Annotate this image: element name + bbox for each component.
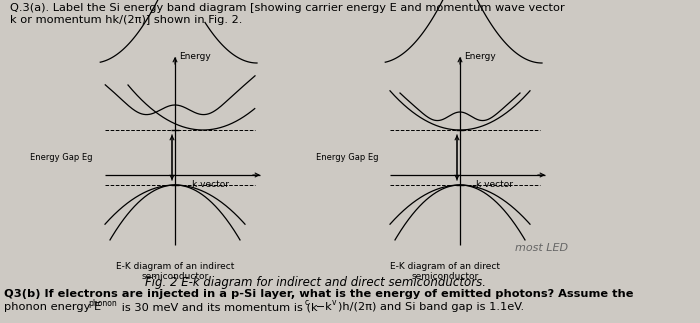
Text: most LED: most LED [515, 243, 568, 253]
Text: −k: −k [312, 302, 332, 312]
Text: )h/(2π) and Si band gap is 1.1eV.: )h/(2π) and Si band gap is 1.1eV. [338, 302, 524, 312]
Text: phonon energy E: phonon energy E [4, 302, 101, 312]
Text: phonon: phonon [88, 299, 117, 308]
Text: E-K diagram of an direct
semiconductor: E-K diagram of an direct semiconductor [390, 262, 500, 281]
Text: E-K diagram of an indirect
semiconductor: E-K diagram of an indirect semiconductor [116, 262, 234, 281]
Text: k vector: k vector [477, 180, 514, 189]
Text: c: c [305, 298, 309, 307]
Text: is 30 meV and its momentum is (k: is 30 meV and its momentum is (k [118, 302, 318, 312]
Text: Energy Gap Eg: Energy Gap Eg [316, 153, 378, 162]
Text: Q3(b) If electrons are injected in a p-Si layer, what is the energy of emitted p: Q3(b) If electrons are injected in a p-S… [4, 289, 634, 299]
Text: Fig. 2 E-k diagram for indirect and direct semiconductors.: Fig. 2 E-k diagram for indirect and dire… [145, 276, 486, 289]
Text: v: v [332, 298, 337, 307]
Text: Energy: Energy [179, 52, 211, 61]
Text: Energy: Energy [464, 52, 496, 61]
Text: Energy Gap Eg: Energy Gap Eg [31, 153, 93, 162]
Text: k vector: k vector [192, 180, 228, 189]
Text: k or momentum hk/(2π)] shown in Fig. 2.: k or momentum hk/(2π)] shown in Fig. 2. [10, 15, 242, 25]
Text: Q.3(a). Label the Si energy band diagram [showing carrier energy E and momentum : Q.3(a). Label the Si energy band diagram… [10, 3, 565, 13]
